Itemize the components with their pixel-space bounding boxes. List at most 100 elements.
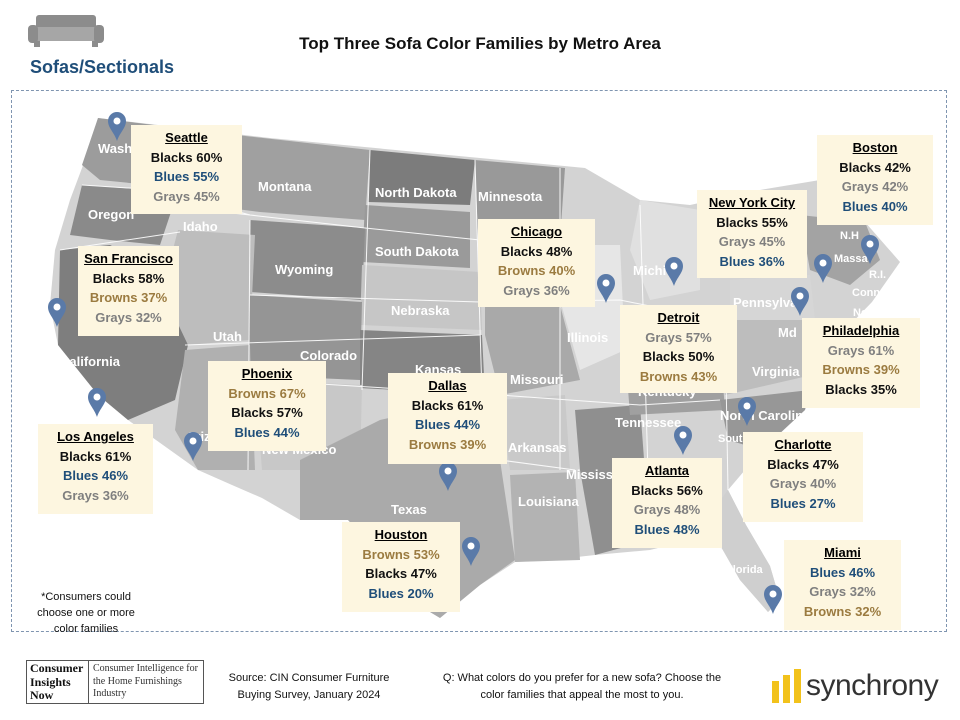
- metro-value: Grays 45%: [718, 234, 786, 249]
- map-pin-icon: [674, 426, 692, 455]
- state-label: Florida: [726, 564, 764, 576]
- metro-city: Dallas: [428, 378, 467, 393]
- state-label: South Dakota: [375, 244, 460, 259]
- state-label: Idaho: [183, 219, 218, 234]
- metro-city: Houston: [374, 527, 428, 542]
- map-pin-icon: [462, 537, 480, 566]
- map-pin-icon: [439, 462, 457, 491]
- metro-value: Grays 48%: [633, 502, 701, 517]
- state-label: N.H: [840, 230, 859, 242]
- sofa-icon: [28, 15, 104, 47]
- metro-card-detroit: Detroit Grays 57% Blacks 50% Browns 43%: [620, 305, 737, 393]
- map-pin-dot: [93, 393, 101, 401]
- map-pin-icon: [184, 432, 202, 461]
- map-pin-dot: [819, 259, 827, 267]
- state-label: Oregon: [88, 207, 134, 222]
- map-pin-dot: [189, 437, 197, 445]
- map-pin-icon: [665, 257, 683, 286]
- state-label: Colorado: [300, 348, 357, 363]
- metro-value: Browns 43%: [639, 368, 718, 384]
- metro-value: Grays 32%: [809, 584, 876, 599]
- metro-value: Grays 42%: [841, 179, 909, 194]
- metro-value: Blues 27%: [770, 495, 836, 511]
- metro-value: Browns 67%: [228, 385, 306, 401]
- metro-card-chicago: Chicago Blacks 48% Browns 40% Grays 36%: [478, 219, 595, 307]
- metro-card-houston: Houston Browns 53% Blacks 47% Blues 20%: [342, 522, 460, 612]
- cin-logo: Consumer Insights Now Consumer Intellige…: [26, 660, 204, 704]
- synchrony-logo-icon: [772, 669, 801, 703]
- metro-value: Blues 55%: [153, 169, 220, 184]
- metro-value: Browns 39%: [822, 362, 900, 377]
- map-pin-dot: [866, 240, 874, 248]
- metro-value: Blacks 56%: [631, 482, 703, 498]
- metro-city: Phoenix: [241, 366, 293, 381]
- cin-logo-wordmark: Consumer Insights Now: [27, 661, 89, 703]
- metro-value: Grays 40%: [769, 476, 837, 491]
- survey-question: Q: What colors do you prefer for a new s…: [442, 672, 722, 701]
- metro-value: Grays 45%: [153, 188, 220, 204]
- metro-value: Blacks 50%: [642, 349, 715, 364]
- map-pin-icon: [791, 287, 809, 316]
- state-label: Wash: [98, 141, 132, 156]
- map-pin-icon: [861, 235, 879, 264]
- map-pin-dot: [444, 467, 452, 475]
- map-pin-dot: [679, 431, 687, 439]
- map-pin-icon: [764, 585, 782, 614]
- map-pin-dot: [743, 402, 751, 410]
- map-pins: [48, 112, 879, 614]
- metro-value: Blacks 35%: [825, 381, 897, 397]
- metro-value: Browns 39%: [408, 436, 487, 452]
- map-pin-dot: [796, 292, 804, 300]
- section-label: Sofas/Sectionals: [30, 57, 175, 77]
- state-label: North Carolina: [720, 408, 811, 423]
- metro-city: Los Angeles: [57, 429, 134, 444]
- state-label: Wyoming: [275, 262, 333, 277]
- metro-card-dallas: Dallas Blacks 61% Blues 44% Browns 39%: [388, 373, 507, 464]
- metro-value: Blues 46%: [809, 564, 876, 580]
- metro-card-san-francisco: San Francisco Blacks 58% Browns 37% Gray…: [78, 246, 179, 336]
- state-label: Minnesota: [478, 189, 543, 204]
- metro-card-new-york-city: New York City Blacks 55% Grays 45% Blues…: [697, 190, 807, 278]
- metro-value: Blacks 42%: [839, 159, 911, 175]
- state-label: Illinois: [567, 330, 608, 345]
- metro-city: San Francisco: [84, 251, 173, 266]
- metro-city: Philadelphia: [822, 323, 900, 338]
- metro-value: Blues 44%: [234, 424, 300, 440]
- state-label: Md: [778, 325, 797, 340]
- metro-value: Blacks 58%: [92, 270, 165, 286]
- metro-value: Grays 36%: [503, 282, 570, 298]
- map-pin-icon: [814, 254, 832, 283]
- metro-value: Blacks 55%: [716, 214, 788, 230]
- state-label: Utah: [213, 329, 242, 344]
- map-pin-dot: [53, 303, 61, 311]
- metro-value: Blues 46%: [62, 468, 129, 483]
- metro-city: Atlanta: [644, 463, 690, 478]
- map-pin-dot: [113, 117, 121, 125]
- state-label: Pennsylva: [733, 295, 798, 310]
- chart-title: Top Three Sofa Color Families by Metro A…: [299, 34, 661, 53]
- metro-value: Blues 20%: [368, 585, 434, 601]
- map-pin-icon: [48, 298, 66, 327]
- metro-value: Blacks 48%: [500, 243, 573, 259]
- state-label: California: [60, 354, 121, 369]
- map-frame: [11, 90, 947, 632]
- metro-value: Blues 44%: [414, 417, 481, 432]
- metro-value: Grays 61%: [827, 342, 895, 358]
- map-pin-icon: [108, 112, 126, 141]
- metro-value: Browns 40%: [497, 263, 576, 278]
- metro-card-phoenix: Phoenix Browns 67% Blacks 57% Blues 44%: [208, 361, 326, 451]
- footnote: *Consumers could choose one or more colo…: [37, 591, 135, 635]
- map-pin-icon: [597, 274, 615, 303]
- metro-city: Charlotte: [774, 437, 832, 452]
- state-label: Texas: [391, 502, 427, 517]
- map-pin-dot: [670, 262, 678, 270]
- state-label: Louisiana: [518, 494, 579, 509]
- source-note: Source: CIN Consumer Furniture Buying Su…: [228, 672, 390, 701]
- metro-value: Blacks 61%: [59, 448, 132, 464]
- state-label: Tennessee: [615, 415, 681, 430]
- state-label: Michi: [633, 263, 666, 278]
- map-pin-icon: [88, 388, 106, 417]
- state-label: Mississ: [566, 467, 613, 482]
- metro-city: Seattle: [165, 130, 208, 145]
- metro-card-seattle: Seattle Blacks 60% Blues 55% Grays 45%: [131, 125, 242, 214]
